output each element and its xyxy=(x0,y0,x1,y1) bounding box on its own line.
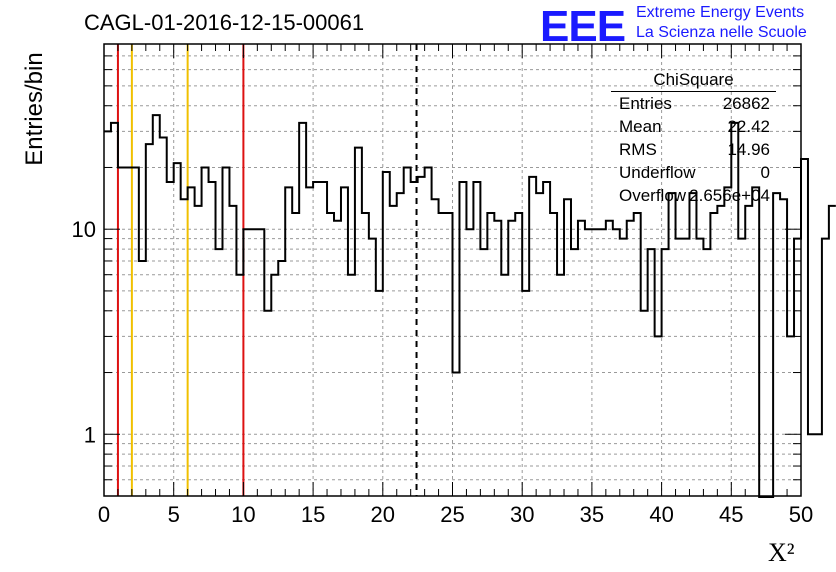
x-tick-label: 15 xyxy=(301,502,325,527)
x-tick-label: 45 xyxy=(719,502,743,527)
x-tick-label: 40 xyxy=(649,502,673,527)
stats-row: Overflow 2.656e+04 xyxy=(611,184,776,207)
stats-value: 0 xyxy=(760,163,770,182)
stats-box: ChiSquare Entries 26862 Mean 22.42 RMS 1… xyxy=(611,70,776,207)
stats-row: Underflow 0 xyxy=(611,161,776,184)
x-tick-label: 50 xyxy=(789,502,813,527)
stats-key: Entries xyxy=(619,94,672,113)
histogram-series xyxy=(104,114,836,498)
x-tick-label: 10 xyxy=(231,502,255,527)
y-tick-label: 1 xyxy=(84,422,96,447)
stats-key: Mean xyxy=(619,117,662,136)
x-tick-label: 25 xyxy=(440,502,464,527)
stats-key: Underflow xyxy=(619,163,696,182)
logo-subtitle-line2: La Scienza nelle Scuole xyxy=(636,24,807,41)
chart-title: CAGL-01-2016-12-15-00061 xyxy=(84,10,365,35)
logo-subtitle-line1: Extreme Energy Events xyxy=(636,4,805,21)
stats-row: Entries 26862 xyxy=(611,92,776,115)
y-axis-label: Entries/bin xyxy=(21,52,48,166)
stats-value: 26862 xyxy=(722,94,770,113)
x-tick-label: 35 xyxy=(580,502,604,527)
x-tick-label: 20 xyxy=(371,502,395,527)
stats-value: 2.656e+04 xyxy=(689,186,770,205)
stats-title: ChiSquare xyxy=(611,70,776,92)
eee-logo: EEE xyxy=(540,2,626,51)
y-tick-label: 10 xyxy=(72,217,96,242)
x-tick-label: 0 xyxy=(98,502,110,527)
stats-value: 14.96 xyxy=(727,140,770,159)
stats-value: 22.42 xyxy=(727,117,770,136)
x-tick-label: 30 xyxy=(510,502,534,527)
x-tick-label: 5 xyxy=(168,502,180,527)
stats-key: Overflow xyxy=(619,186,687,205)
stats-row: RMS 14.96 xyxy=(611,138,776,161)
x-axis-label: X² xyxy=(768,538,795,567)
stats-key: RMS xyxy=(619,140,657,159)
stats-row: Mean 22.42 xyxy=(611,115,776,138)
